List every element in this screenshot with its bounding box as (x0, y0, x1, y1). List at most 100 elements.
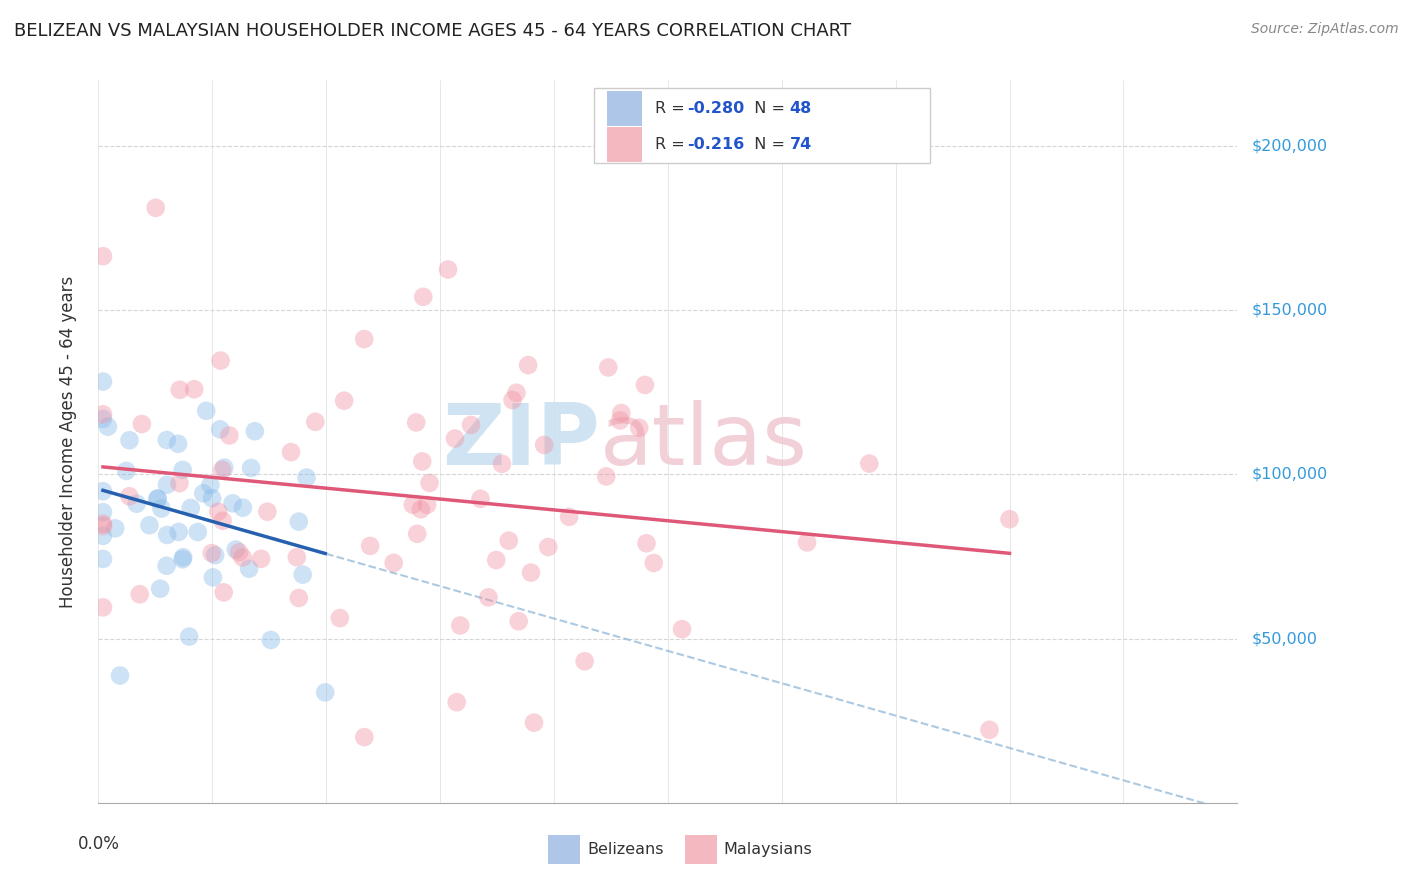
Point (485, 553, 508, 567)
Point (149, 582, 172, 596)
Point (146, 491, 169, 506)
Text: $150,000: $150,000 (1251, 302, 1327, 318)
Point (796, 535, 818, 549)
Point (636, 536, 658, 550)
Point (609, 413, 631, 427)
Point (256, 505, 278, 519)
Point (402, 498, 425, 512)
Text: 74: 74 (790, 136, 811, 152)
Point (211, 463, 233, 477)
Point (353, 332, 375, 346)
Point (91, 407, 114, 421)
Point (214, 460, 236, 475)
Point (167, 524, 190, 539)
Point (634, 378, 657, 392)
Point (523, 715, 546, 730)
Point (150, 501, 173, 516)
Point (610, 406, 633, 420)
Text: N =: N = (744, 102, 790, 116)
Point (212, 585, 235, 599)
Point (91, 552, 114, 566)
Point (156, 433, 179, 447)
Point (411, 454, 433, 468)
Point (405, 416, 427, 430)
Point (187, 524, 209, 539)
Point (285, 550, 308, 565)
Point (200, 478, 222, 492)
Point (671, 622, 693, 636)
Point (470, 491, 492, 506)
Point (304, 415, 326, 429)
Point (232, 550, 254, 565)
Point (314, 685, 336, 699)
Point (595, 469, 617, 483)
Point (91, 519, 114, 533)
Point (444, 432, 467, 446)
Point (91, 249, 114, 263)
Point (138, 518, 160, 533)
Point (179, 630, 201, 644)
Point (491, 457, 513, 471)
Point (156, 528, 179, 542)
Point (146, 491, 169, 506)
Point (643, 556, 665, 570)
Point (418, 475, 440, 490)
Point (505, 385, 527, 400)
Point (998, 512, 1021, 526)
Point (280, 445, 302, 459)
Point (250, 551, 273, 566)
Point (498, 533, 520, 548)
Point (169, 476, 191, 491)
Text: R =: R = (655, 136, 690, 152)
Point (598, 360, 620, 375)
Text: atlas: atlas (599, 400, 807, 483)
Point (558, 509, 581, 524)
Point (204, 548, 226, 562)
Point (91, 505, 114, 519)
Point (155, 558, 177, 573)
Point (460, 417, 482, 432)
Point (288, 591, 311, 605)
Text: $200,000: $200,000 (1251, 138, 1327, 153)
Point (288, 515, 311, 529)
Text: Belizeans: Belizeans (586, 842, 664, 857)
Point (243, 424, 266, 438)
Point (333, 393, 356, 408)
Point (477, 591, 499, 605)
Point (207, 505, 229, 519)
Text: BELIZEAN VS MALAYSIAN HOUSEHOLDER INCOME AGES 45 - 64 YEARS CORRELATION CHART: BELIZEAN VS MALAYSIAN HOUSEHOLDER INCOME… (14, 22, 851, 40)
Point (91, 529, 114, 543)
Text: $100,000: $100,000 (1251, 467, 1327, 482)
Point (520, 566, 543, 580)
FancyBboxPatch shape (607, 127, 641, 161)
Text: N =: N = (744, 136, 790, 152)
Point (533, 438, 555, 452)
Point (91, 375, 114, 389)
Point (238, 562, 260, 576)
Point (131, 417, 153, 431)
Point (359, 539, 381, 553)
Point (104, 521, 127, 535)
Point (91, 600, 114, 615)
Point (412, 290, 434, 304)
Point (449, 618, 471, 632)
Point (209, 422, 232, 436)
Point (232, 500, 254, 515)
Point (172, 463, 194, 477)
Text: R =: R = (655, 102, 690, 116)
Point (228, 545, 250, 559)
Point (517, 358, 540, 372)
Point (180, 501, 202, 516)
Point (156, 477, 179, 491)
Point (91, 484, 114, 499)
Point (172, 552, 194, 566)
Y-axis label: Householder Income Ages 45 - 64 years: Householder Income Ages 45 - 64 years (59, 276, 77, 607)
Point (574, 654, 596, 668)
Point (295, 470, 318, 484)
Point (409, 502, 432, 516)
Point (508, 614, 530, 628)
Point (128, 587, 150, 601)
Text: 0.0%: 0.0% (77, 835, 120, 854)
Point (260, 632, 283, 647)
Point (169, 383, 191, 397)
